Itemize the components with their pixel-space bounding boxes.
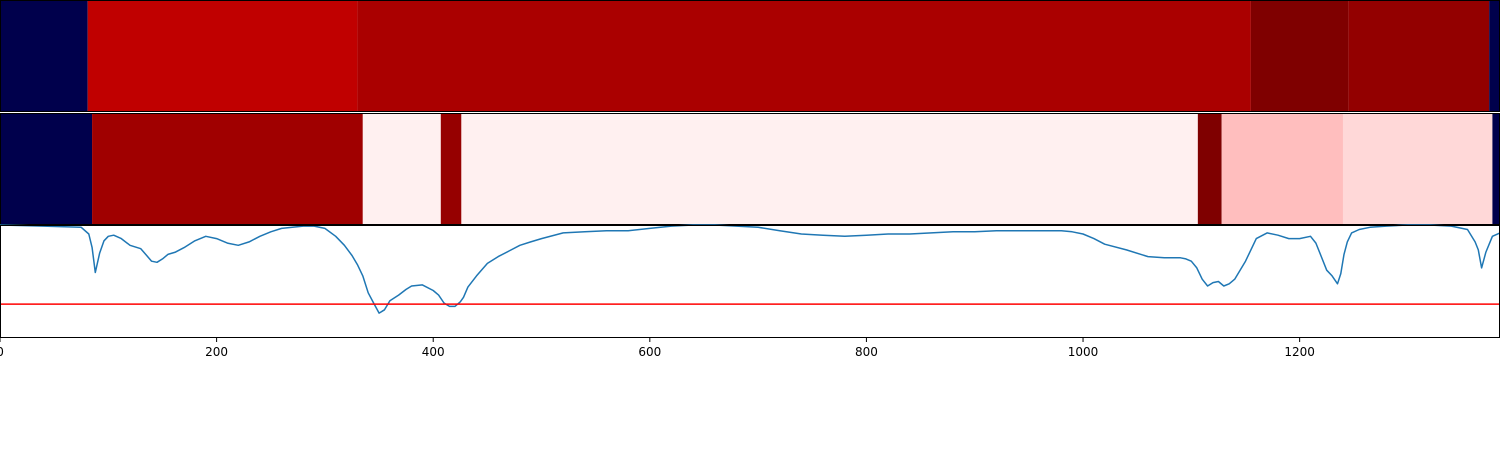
heatmap-segment: [87, 0, 358, 112]
heatmap-segment: [440, 113, 462, 225]
heatmap-segment: [92, 113, 363, 225]
x-tick-label: 200: [205, 345, 228, 359]
x-tick-label: 1000: [1068, 345, 1099, 359]
line-panel: [0, 224, 1500, 338]
heatmap-segment: [1348, 0, 1490, 112]
heatmap-segment: [1489, 0, 1500, 112]
heatmap-strip-top: [0, 0, 1500, 112]
heatmap-segment: [1342, 113, 1493, 225]
heatmap-segment: [1492, 113, 1500, 225]
heatmap-strip-middle: [0, 113, 1500, 225]
heatmap-segment: [1197, 113, 1222, 225]
x-tick-label: 1200: [1284, 345, 1315, 359]
heatmap-segment: [461, 113, 1198, 225]
heatmap-segment: [1250, 0, 1349, 112]
series-line: [0, 224, 1500, 314]
heatmap-segment: [0, 113, 93, 225]
heatmap-segment: [357, 0, 1251, 112]
x-tick-label: 600: [638, 345, 661, 359]
x-tick-label: 0: [0, 345, 4, 359]
heatmap-segment: [362, 113, 441, 225]
x-tick-label: 800: [855, 345, 878, 359]
x-axis: 0 200 400 600 800 1000 1200: [0, 338, 1315, 359]
heatmap-segment: [1221, 113, 1343, 225]
heatmap-segment: [0, 0, 88, 112]
x-tick-label: 400: [422, 345, 445, 359]
